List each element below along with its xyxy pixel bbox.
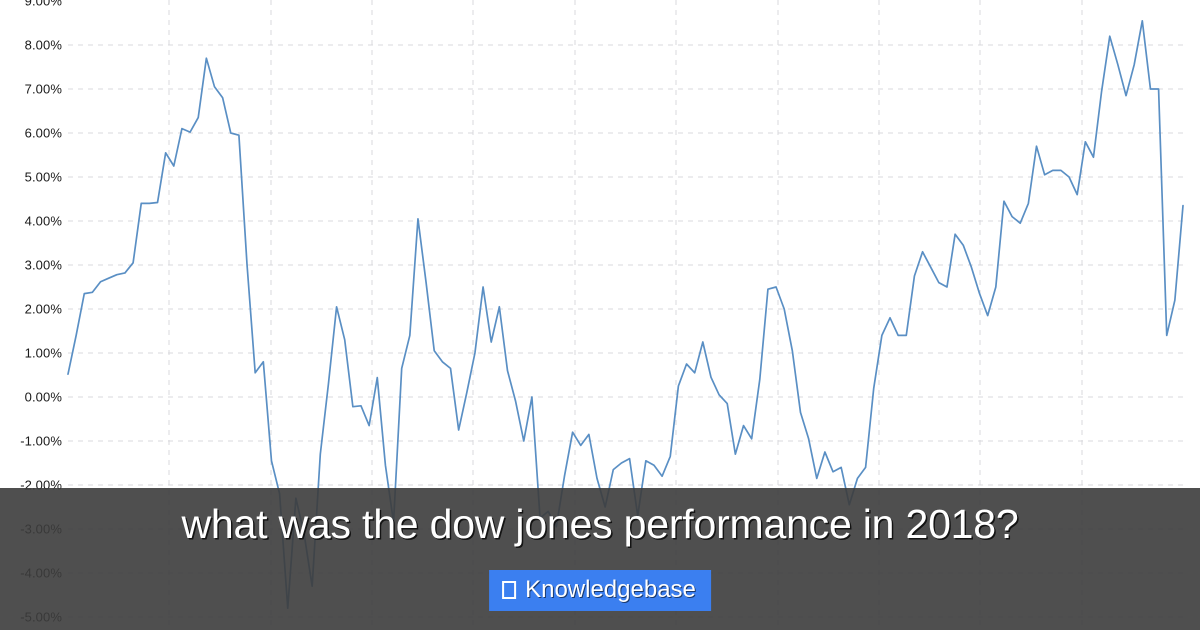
y-axis-tick-label: 9.00% <box>24 0 62 9</box>
y-axis-tick-label: 3.00% <box>24 257 62 273</box>
y-axis-tick-label: 1.00% <box>24 345 62 361</box>
y-axis-tick-label: 5.00% <box>24 169 62 185</box>
y-axis-tick-label: 2.00% <box>24 301 62 317</box>
overlay-banner: what was the dow jones performance in 20… <box>0 488 1200 630</box>
series-line-dow-jones <box>67 19 1184 610</box>
knowledgebase-badge[interactable]: Knowledgebase <box>489 570 711 611</box>
y-axis-tick-label: 6.00% <box>24 125 62 141</box>
y-axis-tick-label: 4.00% <box>24 213 62 229</box>
y-axis-tick-label: 0.00% <box>24 389 62 405</box>
missing-glyph-box-icon <box>502 581 517 599</box>
page-title: what was the dow jones performance in 20… <box>181 501 1019 547</box>
y-axis-tick-label: 8.00% <box>24 37 62 53</box>
knowledgebase-badge-label: Knowledgebase <box>525 576 696 603</box>
y-axis-tick-label: 7.00% <box>24 81 62 97</box>
y-axis-tick-label: -1.00% <box>20 433 62 449</box>
